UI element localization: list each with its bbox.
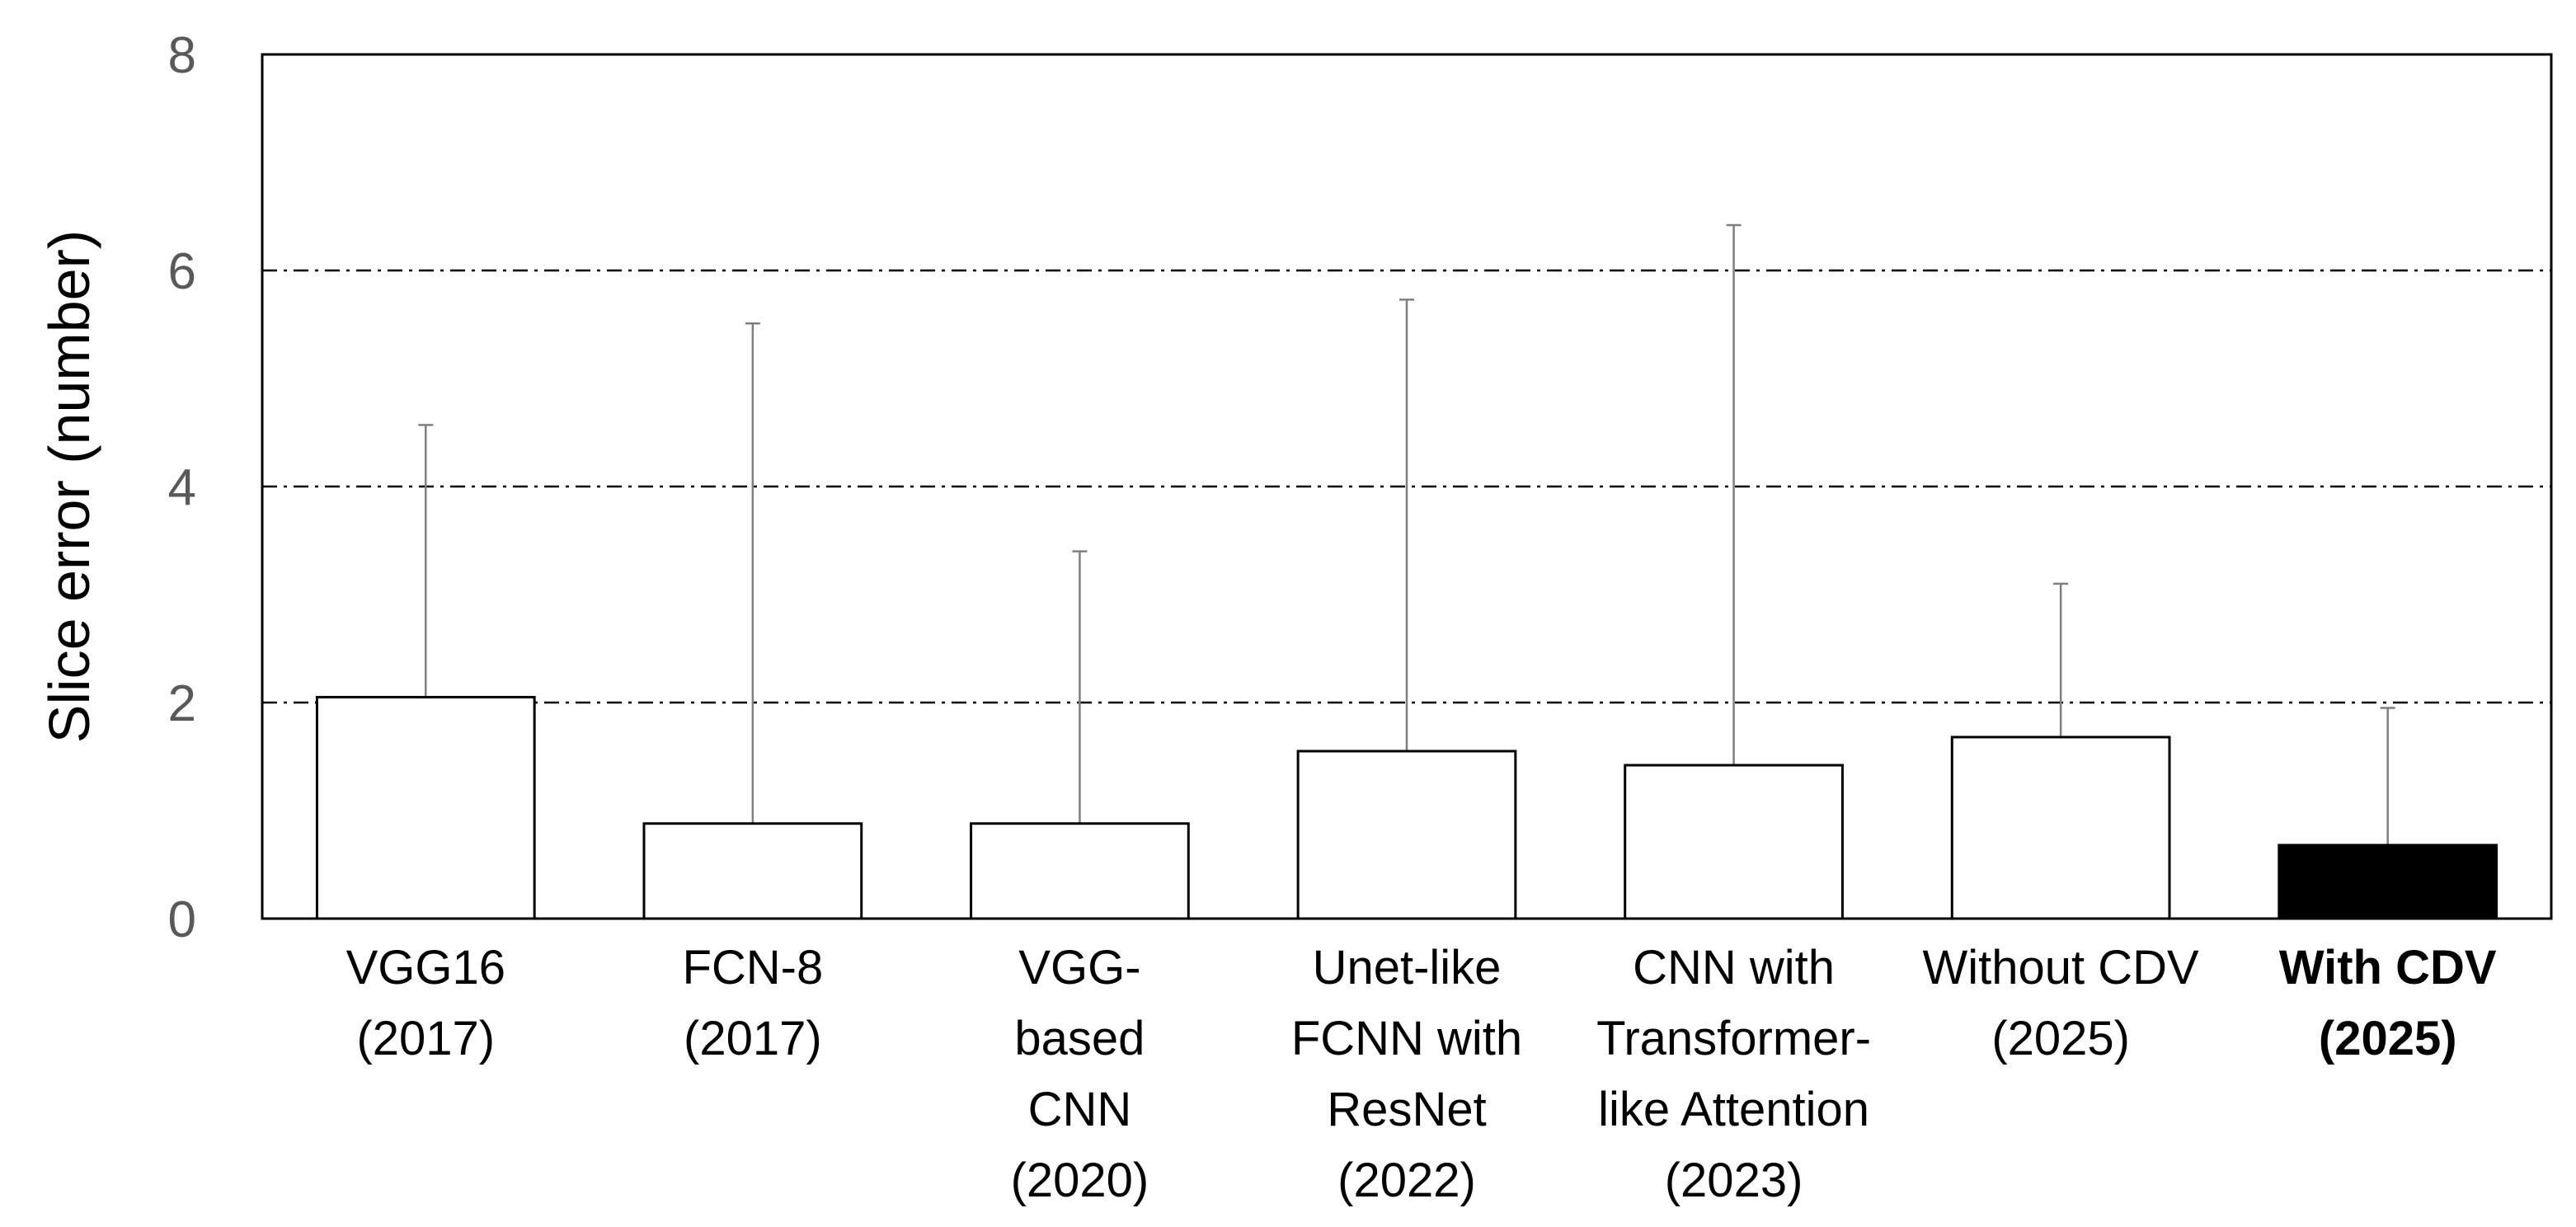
bar	[1624, 764, 1844, 920]
category-label-line: (2025)	[1991, 1012, 2130, 1065]
y-tick-label: 2	[168, 675, 196, 732]
bar	[2278, 844, 2498, 920]
category-label: VGG16 (2017)	[346, 941, 505, 1065]
bar	[970, 822, 1190, 920]
category-label-line: FCNN with	[1291, 1012, 1522, 1065]
y-tick-label: 8	[168, 27, 196, 84]
category-label-line: (2023)	[1665, 1154, 1803, 1207]
category-label: FCN-8 (2017)	[682, 941, 823, 1065]
category-label-line: like Attention	[1598, 1083, 1869, 1136]
category-label-line: (2025)	[2319, 1012, 2457, 1065]
category-label-line: FCN-8	[682, 941, 823, 994]
category-label-line: CNN with	[1633, 941, 1835, 994]
category-label-line: (2022)	[1337, 1154, 1476, 1207]
y-tick-label: 6	[168, 243, 196, 300]
y-tick-label: 4	[168, 459, 196, 516]
grid-lines	[262, 269, 2551, 704]
bar	[1296, 750, 1517, 920]
bar	[315, 695, 536, 920]
category-label-line: VGG-	[1018, 941, 1140, 994]
category-label-line: With CDV	[2279, 941, 2497, 994]
plot-frame	[261, 53, 2553, 920]
category-label: With CDV (2025)	[2279, 941, 2497, 1065]
category-label-line: ResNet	[1327, 1083, 1486, 1136]
y-tick-label: 0	[168, 891, 196, 948]
category-label-line: VGG16	[346, 941, 505, 994]
y-axis-title: Slice error (number)	[37, 230, 101, 743]
category-label: VGG-based CNN (2020)	[1011, 941, 1149, 1207]
category-label-line: CNN	[1028, 1083, 1132, 1136]
category-label-line: based	[1014, 1012, 1145, 1065]
category-label-line: (2017)	[356, 1012, 495, 1065]
category-label: Without CDV (2025)	[1923, 941, 2200, 1065]
category-labels: VGG16 (2017) FCN-8 (2017) VGG-based CNN (2020)…	[346, 941, 2497, 1207]
y-tick-labels: 0 2 4 6 8	[168, 27, 196, 948]
category-label-line: Unet-like	[1313, 941, 1502, 994]
bars	[315, 695, 2498, 920]
category-label: CNN with Transformer-like Attention (2023)	[1596, 941, 1871, 1207]
bar	[642, 822, 863, 920]
category-label: Unet-like FCNN with ResNet (2022)	[1291, 941, 1522, 1207]
category-label-line: (2017)	[684, 1012, 822, 1065]
category-label-line: Without CDV	[1923, 941, 2200, 994]
category-label-line: Transformer-	[1596, 1012, 1871, 1065]
error-bars	[418, 223, 2395, 845]
category-label-line: (2020)	[1011, 1154, 1149, 1207]
bar	[1950, 736, 2171, 920]
